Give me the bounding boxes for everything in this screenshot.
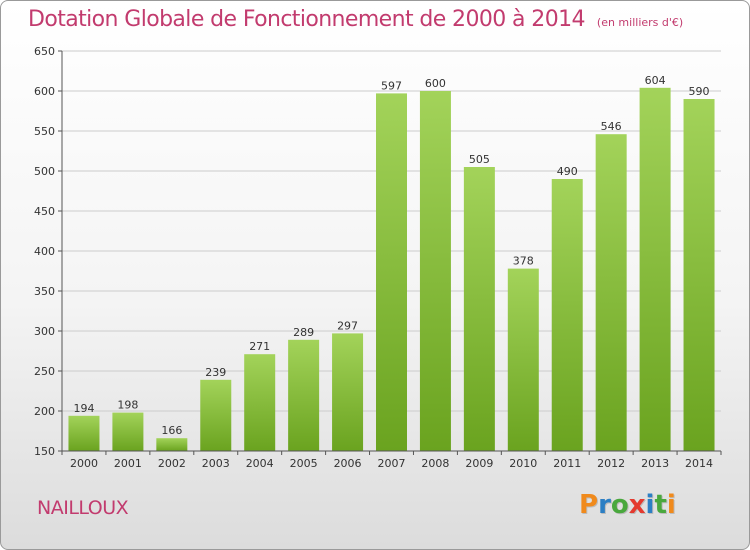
data-label-2013: 604	[645, 74, 666, 87]
x-tick-label-2009: 2009	[465, 457, 493, 470]
bar-2004	[244, 354, 276, 451]
x-tick-label-2001: 2001	[114, 457, 142, 470]
data-label-2001: 198	[117, 399, 138, 412]
bar-2013	[639, 87, 671, 452]
data-label-2002: 166	[161, 424, 182, 437]
x-tick-label-2007: 2007	[378, 457, 406, 470]
bar-2009	[463, 167, 495, 451]
chart-title: Dotation Globale de Fonctionnement de 20…	[28, 7, 684, 32]
chart-subtitle: (en milliers d'€)	[596, 16, 684, 29]
y-tick-label: 650	[34, 45, 55, 58]
x-tick-label-2014: 2014	[685, 457, 713, 470]
data-label-2004: 271	[249, 340, 270, 353]
x-tick-label-2002: 2002	[158, 457, 186, 470]
bar-2008	[419, 91, 451, 451]
bar-2014	[683, 99, 715, 451]
bar-2001	[112, 412, 144, 451]
y-tick-label: 250	[34, 365, 55, 378]
data-label-2000: 194	[73, 402, 94, 415]
data-label-2012: 546	[601, 120, 622, 133]
bar-2006	[332, 333, 364, 451]
axes: 150 200 250 300 350 400 450 500 550 600 650 2000 200…	[34, 45, 722, 470]
data-label-2005: 289	[293, 326, 314, 339]
bar-2011	[551, 179, 583, 451]
y-tick-label: 400	[34, 245, 55, 258]
x-tick-label-2000: 2000	[70, 457, 98, 470]
y-tick-label: 150	[34, 445, 55, 458]
data-label-2007: 597	[381, 79, 402, 92]
x-tick-label-2013: 2013	[641, 457, 669, 470]
y-tick-label: 450	[34, 205, 55, 218]
bar-2012	[595, 134, 627, 451]
data-labels: 194 198 166 239 271 289 297 597 600 505 378 490 546 6…	[73, 74, 709, 437]
x-tick-label-2008: 2008	[421, 457, 449, 470]
bar-2003	[200, 379, 232, 451]
bar-2005	[288, 339, 320, 451]
bar-2002	[156, 438, 188, 451]
y-tick-label: 300	[34, 325, 55, 338]
x-tick-label-2010: 2010	[509, 457, 537, 470]
y-tick-label: 200	[34, 405, 55, 418]
bar-2010	[507, 268, 539, 451]
data-label-2014: 590	[689, 85, 710, 98]
x-tick-label-2011: 2011	[553, 457, 581, 470]
data-label-2011: 490	[557, 165, 578, 178]
bar-2007	[376, 93, 407, 452]
x-tick-label-2005: 2005	[290, 457, 318, 470]
data-label-2008: 600	[425, 77, 446, 90]
x-tick-label-2006: 2006	[334, 457, 362, 470]
commune-name: NAILLOUX	[37, 497, 129, 519]
y-tick-label: 600	[34, 85, 55, 98]
y-tick-label: 350	[34, 285, 55, 298]
x-tick-label-2012: 2012	[597, 457, 625, 470]
x-tick-label-2003: 2003	[202, 457, 230, 470]
bar-2000	[68, 415, 100, 451]
bars	[68, 87, 715, 452]
x-tick-label-2004: 2004	[246, 457, 274, 470]
y-tick-label: 500	[34, 165, 55, 178]
data-label-2010: 378	[513, 255, 534, 268]
data-label-2006: 297	[337, 319, 358, 332]
data-label-2009: 505	[469, 153, 490, 166]
proxiti-logo: Proxiti	[579, 490, 676, 520]
y-tick-label: 550	[34, 125, 55, 138]
data-label-2003: 239	[205, 366, 226, 379]
